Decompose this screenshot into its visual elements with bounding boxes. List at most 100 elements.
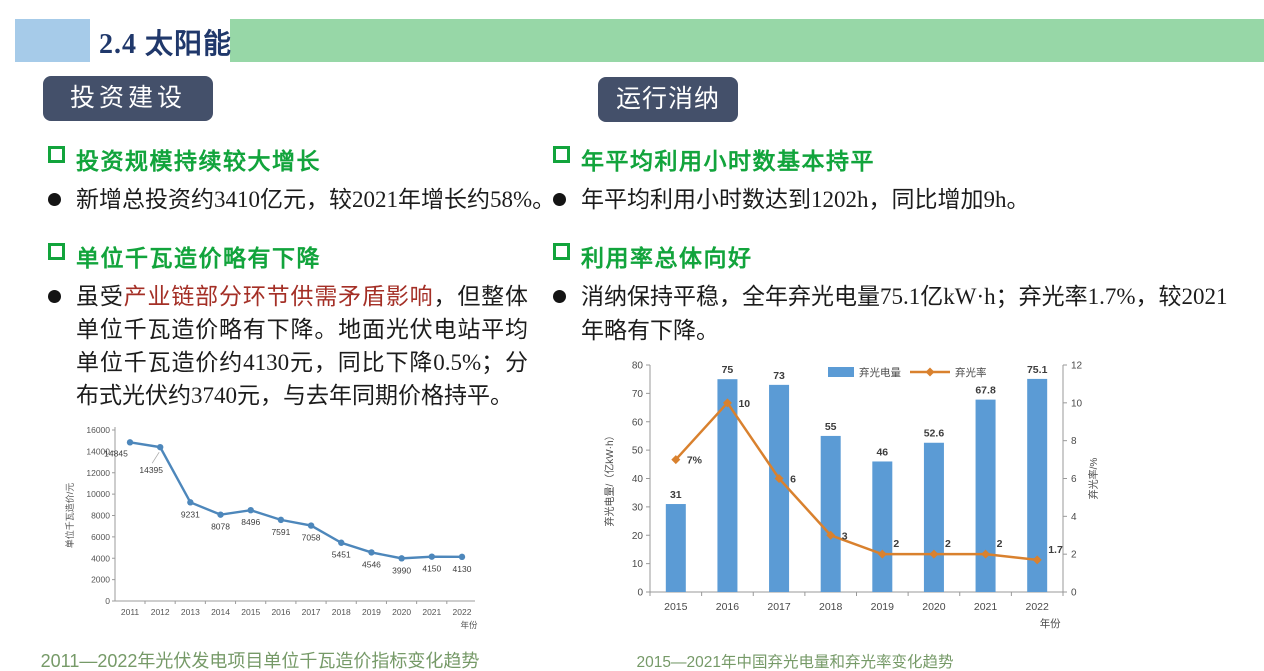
svg-text:2021: 2021 [422, 607, 441, 617]
svg-text:7591: 7591 [271, 527, 290, 537]
svg-text:12000: 12000 [86, 468, 110, 478]
svg-text:52.6: 52.6 [924, 428, 945, 440]
svg-text:2: 2 [893, 538, 899, 550]
svg-text:40: 40 [632, 474, 644, 485]
svg-text:单位千瓦造价/元: 单位千瓦造价/元 [64, 483, 75, 549]
svg-text:10: 10 [632, 559, 644, 570]
svg-text:7%: 7% [687, 455, 703, 467]
svg-text:3990: 3990 [392, 565, 411, 575]
svg-text:弃光电量/（亿kW·h）: 弃光电量/（亿kW·h） [603, 430, 616, 526]
svg-text:4546: 4546 [362, 559, 381, 569]
svg-text:50: 50 [632, 446, 644, 457]
svg-text:2: 2 [1071, 550, 1077, 561]
svg-text:14845: 14845 [104, 448, 128, 458]
svg-text:2019: 2019 [362, 607, 381, 617]
svg-text:5451: 5451 [332, 550, 351, 560]
svg-text:30: 30 [632, 502, 644, 513]
unit-cost-chart-caption: 2011—2022年光伏发电项目单位千瓦造价指标变化趋势 [40, 651, 480, 671]
svg-text:2000: 2000 [91, 575, 110, 585]
curtailment-chart: 0 10 20 30 40 50 60 70 80 0 2 4 6 8 10 12 2015 2016 2017 20… [600, 352, 1140, 647]
investment-growth-heading: 投资规模持续较大增长 [48, 142, 321, 176]
svg-text:7058: 7058 [302, 533, 321, 543]
svg-text:2022: 2022 [1026, 601, 1050, 613]
svg-text:2016: 2016 [716, 601, 740, 613]
unit-cost-line-chart: 0 2000 4000 6000 8000 10000 12000 14000 16000 201… [64, 425, 478, 630]
paragraph-post: ，但整体单位千瓦造价略有下降。地面光伏电站平均单位千瓦造价约4130元，同比下降… [76, 284, 529, 408]
svg-text:4150: 4150 [422, 564, 441, 574]
svg-text:2016: 2016 [271, 607, 290, 617]
svg-text:8496: 8496 [241, 517, 260, 527]
svg-text:31: 31 [670, 489, 682, 501]
svg-text:10: 10 [1071, 398, 1083, 409]
svg-text:73: 73 [773, 370, 785, 382]
header-accent-square [15, 19, 90, 62]
operation-section-badge: 运行消纳 [598, 77, 738, 122]
heading-text: 利用率总体向好 [581, 245, 753, 271]
curtailment-chart-caption: 2015—2021年中国弃光电量和弃光率变化趋势 [636, 654, 954, 671]
square-bullet-icon [553, 243, 570, 260]
svg-text:2014: 2014 [211, 607, 230, 617]
svg-text:10: 10 [738, 398, 750, 410]
dot-bullet-icon [553, 193, 566, 206]
svg-text:2022: 2022 [453, 607, 472, 617]
investment-amount-bullet: 新增总投资约3410亿元，较2021年增长约58%。 [48, 183, 581, 216]
svg-text:4: 4 [1071, 512, 1077, 523]
svg-text:年份: 年份 [1040, 617, 1062, 630]
svg-text:14000: 14000 [86, 446, 110, 456]
heading-text: 年平均利用小时数基本持平 [581, 148, 875, 174]
unit-cost-paragraph: 虽受产业链部分环节供需矛盾影响，但整体单位千瓦造价略有下降。地面光伏电站平均单位… [48, 280, 528, 412]
svg-text:0: 0 [105, 596, 110, 606]
heading-text: 单位千瓦造价略有下降 [76, 245, 321, 271]
square-bullet-icon [553, 146, 570, 163]
dot-bullet-icon [553, 290, 566, 303]
svg-text:8000: 8000 [91, 511, 110, 521]
square-bullet-icon [48, 243, 65, 260]
svg-text:年份: 年份 [460, 620, 478, 630]
svg-text:75: 75 [722, 364, 734, 376]
investment-section-badge: 投资建设 [43, 76, 213, 121]
svg-text:10000: 10000 [86, 489, 110, 499]
bullet-text: 消纳保持平稳，全年弃光电量75.1亿kW·h；弃光率1.7%，较2021年略有下… [581, 284, 1228, 343]
bullet-text: 年平均利用小时数达到1202h，同比增加9h。 [581, 187, 1030, 212]
svg-text:2015: 2015 [241, 607, 260, 617]
svg-text:55: 55 [825, 421, 837, 433]
svg-text:14395: 14395 [139, 465, 163, 475]
svg-text:20: 20 [632, 531, 644, 542]
svg-text:2: 2 [945, 538, 951, 550]
svg-text:2011: 2011 [121, 607, 140, 617]
utilization-rate-heading: 利用率总体向好 [553, 239, 753, 273]
svg-text:2015: 2015 [664, 601, 688, 613]
svg-text:2017: 2017 [302, 607, 321, 617]
svg-text:2021: 2021 [974, 601, 998, 613]
svg-text:弃光率/%: 弃光率/% [1087, 458, 1100, 500]
svg-text:75.1: 75.1 [1027, 364, 1048, 376]
svg-text:2020: 2020 [922, 601, 946, 613]
dot-bullet-icon [48, 193, 61, 206]
heading-text: 投资规模持续较大增长 [76, 148, 321, 174]
svg-text:4130: 4130 [453, 564, 472, 574]
svg-text:2020: 2020 [392, 607, 411, 617]
dot-bullet-icon [48, 290, 61, 303]
svg-text:2: 2 [997, 538, 1003, 550]
svg-text:2017: 2017 [767, 601, 791, 613]
svg-text:0: 0 [637, 588, 643, 599]
svg-text:46: 46 [876, 446, 888, 458]
curtailment-bullet: 消纳保持平稳，全年弃光电量75.1亿kW·h；弃光率1.7%，较2021年略有下… [553, 280, 1239, 348]
svg-text:9231: 9231 [181, 509, 200, 519]
unit-cost-chart: 0 2000 4000 6000 8000 10000 12000 14000 16000 201… [63, 422, 533, 637]
svg-text:2012: 2012 [151, 607, 170, 617]
svg-text:弃光率: 弃光率 [955, 366, 987, 379]
svg-text:6: 6 [1071, 474, 1077, 485]
svg-text:弃光电量: 弃光电量 [859, 366, 901, 379]
svg-text:6000: 6000 [91, 532, 110, 542]
svg-text:2018: 2018 [819, 601, 843, 613]
paragraph-pre: 虽受 [76, 284, 124, 309]
utilization-hours-heading: 年平均利用小时数基本持平 [553, 142, 875, 176]
utilization-hours-bullet: 年平均利用小时数达到1202h，同比增加9h。 [553, 183, 1264, 216]
svg-text:60: 60 [632, 417, 644, 428]
svg-text:6: 6 [790, 474, 796, 486]
slide-title: 2.4 太阳能 [99, 29, 233, 60]
svg-text:8: 8 [1071, 436, 1077, 447]
svg-text:3: 3 [842, 530, 848, 542]
